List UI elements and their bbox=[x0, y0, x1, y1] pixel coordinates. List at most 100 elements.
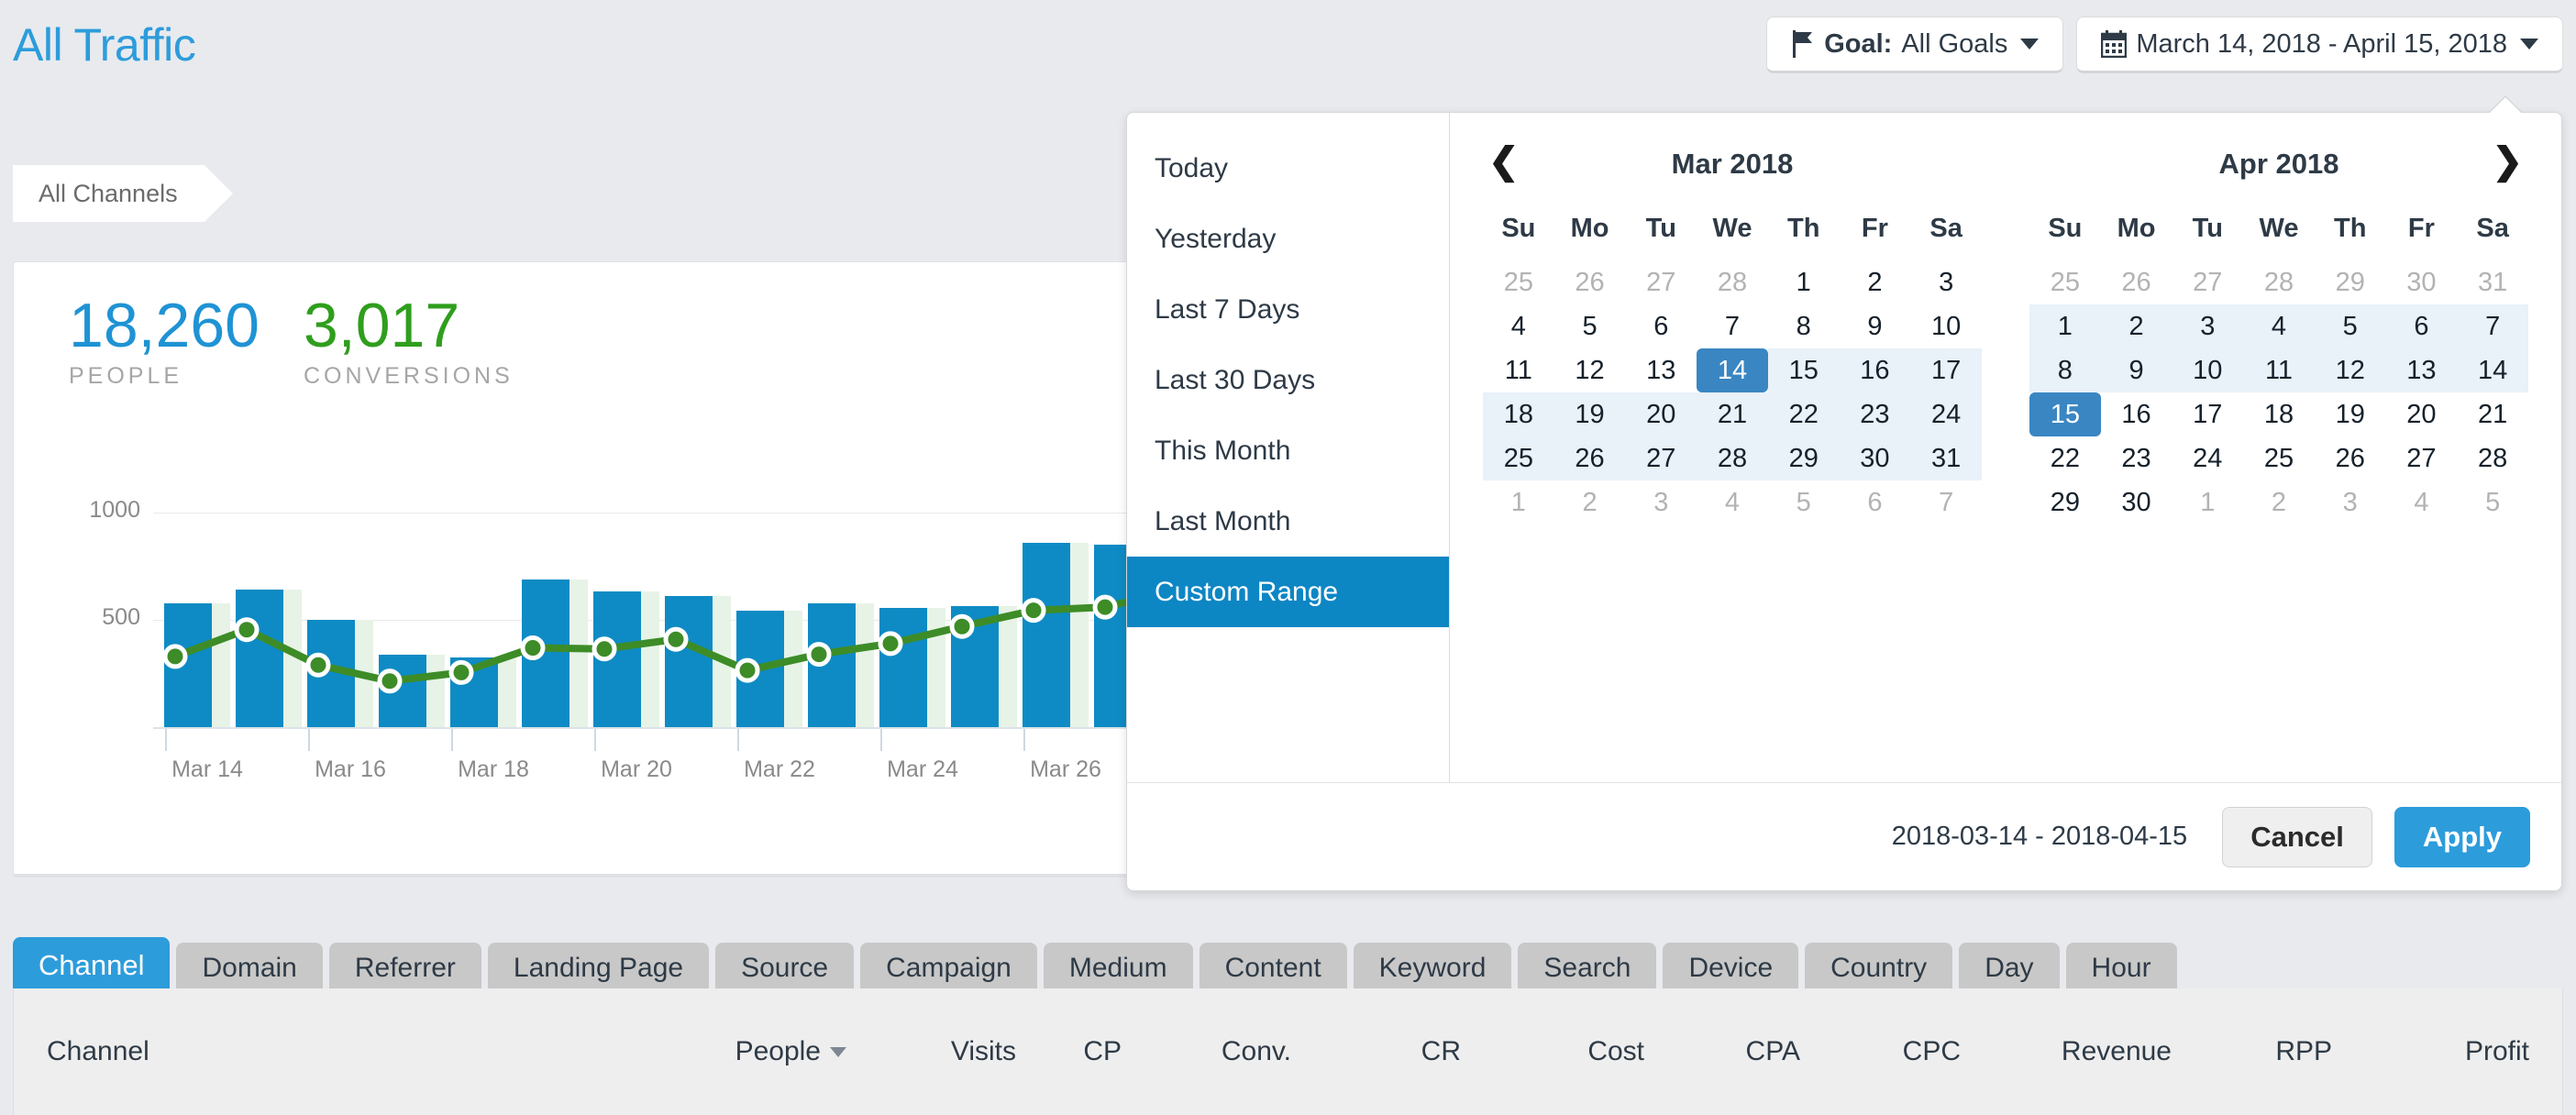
calendar-day[interactable]: 12 bbox=[2314, 348, 2386, 392]
calendar-day[interactable]: 23 bbox=[1839, 392, 1911, 436]
tab-content[interactable]: Content bbox=[1199, 943, 1347, 994]
calendar-day[interactable]: 13 bbox=[1646, 356, 1676, 385]
calendar-day[interactable]: 4 bbox=[1724, 488, 1741, 517]
calendar-day[interactable]: 18 bbox=[1483, 392, 1554, 436]
calendar-day[interactable]: 9 bbox=[2100, 348, 2172, 392]
calendar-day[interactable]: 26 bbox=[1553, 436, 1626, 480]
calendar-day[interactable]: 5 bbox=[2485, 488, 2501, 517]
calendar-day[interactable]: 20 bbox=[2406, 400, 2437, 429]
tab-device[interactable]: Device bbox=[1663, 943, 1799, 994]
calendar-day[interactable]: 1 bbox=[2200, 488, 2216, 517]
calendar-day[interactable]: 4 bbox=[2414, 488, 2429, 517]
tab-hour[interactable]: Hour bbox=[2065, 943, 2177, 994]
calendar-day[interactable]: 11 bbox=[1504, 356, 1532, 385]
calendar-day[interactable]: 27 bbox=[1646, 268, 1676, 297]
calendar-day[interactable]: 4 bbox=[1510, 312, 1526, 341]
calendar-day[interactable]: 25 bbox=[1503, 268, 1533, 297]
calendar-day[interactable]: 29 bbox=[1767, 436, 1840, 480]
calendar-day[interactable]: 2 bbox=[2271, 488, 2287, 517]
calendar-day[interactable]: 30 bbox=[1839, 436, 1911, 480]
column-header-cpc[interactable]: CPC bbox=[1800, 1036, 1961, 1067]
calendar-day[interactable]: 30 bbox=[2121, 488, 2151, 517]
preset-last-30-days[interactable]: Last 30 Days bbox=[1127, 345, 1449, 415]
preset-today[interactable]: Today bbox=[1127, 133, 1449, 204]
calendar-day[interactable]: 3 bbox=[1653, 488, 1669, 517]
calendar-day[interactable]: 27 bbox=[1625, 436, 1697, 480]
calendar-day[interactable]: 24 bbox=[1910, 392, 1982, 436]
calendar-day[interactable]: 5 bbox=[2314, 304, 2386, 348]
goal-filter-button[interactable]: Goal: All Goals bbox=[1766, 17, 2064, 73]
calendar-day[interactable]: 13 bbox=[2385, 348, 2458, 392]
calendar-day[interactable]: 28 bbox=[2478, 444, 2508, 473]
calendar-day[interactable]: 16 bbox=[2121, 400, 2151, 429]
calendar-day[interactable]: 7 bbox=[1939, 488, 1954, 517]
calendar-day[interactable]: 31 bbox=[2478, 268, 2508, 297]
calendar-day[interactable]: 26 bbox=[2335, 444, 2365, 473]
preset-yesterday[interactable]: Yesterday bbox=[1127, 204, 1449, 274]
calendar-day[interactable]: 1 bbox=[2029, 304, 2101, 348]
calendar-day[interactable]: 20 bbox=[1625, 392, 1697, 436]
column-header-revenue[interactable]: Revenue bbox=[1961, 1036, 2172, 1067]
calendar-day[interactable]: 28 bbox=[2263, 268, 2294, 297]
calendar-day[interactable]: 26 bbox=[1575, 268, 1605, 297]
calendar-day[interactable]: 21 bbox=[2478, 400, 2508, 429]
apply-button[interactable]: Apply bbox=[2394, 806, 2530, 867]
calendar-day[interactable]: 22 bbox=[1767, 392, 1840, 436]
tab-country[interactable]: Country bbox=[1805, 943, 1953, 994]
tab-landing-page[interactable]: Landing Page bbox=[487, 943, 710, 994]
column-header-cost[interactable]: Cost bbox=[1461, 1036, 1644, 1067]
chevron-left-icon[interactable]: ❮ bbox=[1488, 141, 1520, 182]
tab-campaign[interactable]: Campaign bbox=[860, 943, 1037, 994]
column-header-cp[interactable]: CP bbox=[1016, 1036, 1122, 1067]
calendar-day[interactable]: 15 bbox=[1767, 348, 1840, 392]
calendar-day[interactable]: 19 bbox=[1553, 392, 1626, 436]
calendar-day[interactable]: 26 bbox=[2121, 268, 2151, 297]
calendar-day[interactable]: 7 bbox=[2457, 304, 2528, 348]
column-header-visits[interactable]: Visits bbox=[846, 1036, 1016, 1067]
calendar-day[interactable]: 15 bbox=[2029, 392, 2101, 436]
calendar-day[interactable]: 18 bbox=[2263, 400, 2294, 429]
calendar-day[interactable]: 2 bbox=[2100, 304, 2172, 348]
calendar-day[interactable]: 27 bbox=[2193, 268, 2223, 297]
calendar-day[interactable]: 28 bbox=[1697, 436, 1768, 480]
calendar-day[interactable]: 28 bbox=[1717, 268, 1748, 297]
calendar-day[interactable]: 12 bbox=[1575, 356, 1605, 385]
date-range-button[interactable]: March 14, 2018 - April 15, 2018 bbox=[2076, 17, 2563, 73]
calendar-day[interactable]: 6 bbox=[1653, 312, 1669, 341]
tab-day[interactable]: Day bbox=[1959, 943, 2060, 994]
calendar-day[interactable]: 24 bbox=[2193, 444, 2223, 473]
calendar-day[interactable]: 3 bbox=[2172, 304, 2244, 348]
tab-domain[interactable]: Domain bbox=[176, 943, 323, 994]
calendar-day[interactable]: 1 bbox=[1510, 488, 1526, 517]
calendar-day[interactable]: 19 bbox=[2335, 400, 2365, 429]
calendar-day[interactable]: 14 bbox=[2457, 348, 2528, 392]
calendar-day[interactable]: 11 bbox=[2243, 348, 2315, 392]
calendar-day[interactable]: 2 bbox=[1867, 268, 1883, 297]
calendar-day[interactable]: 31 bbox=[1910, 436, 1982, 480]
breadcrumb-all-channels[interactable]: All Channels bbox=[13, 165, 233, 222]
calendar-day[interactable]: 4 bbox=[2243, 304, 2315, 348]
calendar-day[interactable]: 17 bbox=[1910, 348, 1982, 392]
column-header-profit[interactable]: Profit bbox=[2332, 1036, 2529, 1067]
calendar-day[interactable]: 8 bbox=[1796, 312, 1811, 341]
calendar-day[interactable]: 29 bbox=[2335, 268, 2365, 297]
calendar-day[interactable]: 25 bbox=[2263, 444, 2294, 473]
calendar-day[interactable]: 17 bbox=[2193, 400, 2223, 429]
calendar-day[interactable]: 25 bbox=[2050, 268, 2080, 297]
column-header-cpa[interactable]: CPA bbox=[1644, 1036, 1800, 1067]
calendar-day[interactable]: 22 bbox=[2050, 444, 2080, 473]
column-header-conv-[interactable]: Conv. bbox=[1122, 1036, 1291, 1067]
cancel-button[interactable]: Cancel bbox=[2222, 806, 2372, 867]
preset-this-month[interactable]: This Month bbox=[1127, 415, 1449, 486]
tab-channel[interactable]: Channel bbox=[13, 937, 171, 994]
tab-medium[interactable]: Medium bbox=[1043, 943, 1193, 994]
calendar-day[interactable]: 16 bbox=[1839, 348, 1911, 392]
tab-search[interactable]: Search bbox=[1518, 943, 1657, 994]
calendar-day[interactable]: 3 bbox=[2342, 488, 2358, 517]
calendar-day[interactable]: 27 bbox=[2406, 444, 2437, 473]
column-header-rpp[interactable]: RPP bbox=[2172, 1036, 2332, 1067]
calendar-day[interactable]: 6 bbox=[1867, 488, 1883, 517]
calendar-day[interactable]: 5 bbox=[1796, 488, 1811, 517]
calendar-day[interactable]: 9 bbox=[1867, 312, 1883, 341]
tab-source[interactable]: Source bbox=[715, 943, 855, 994]
